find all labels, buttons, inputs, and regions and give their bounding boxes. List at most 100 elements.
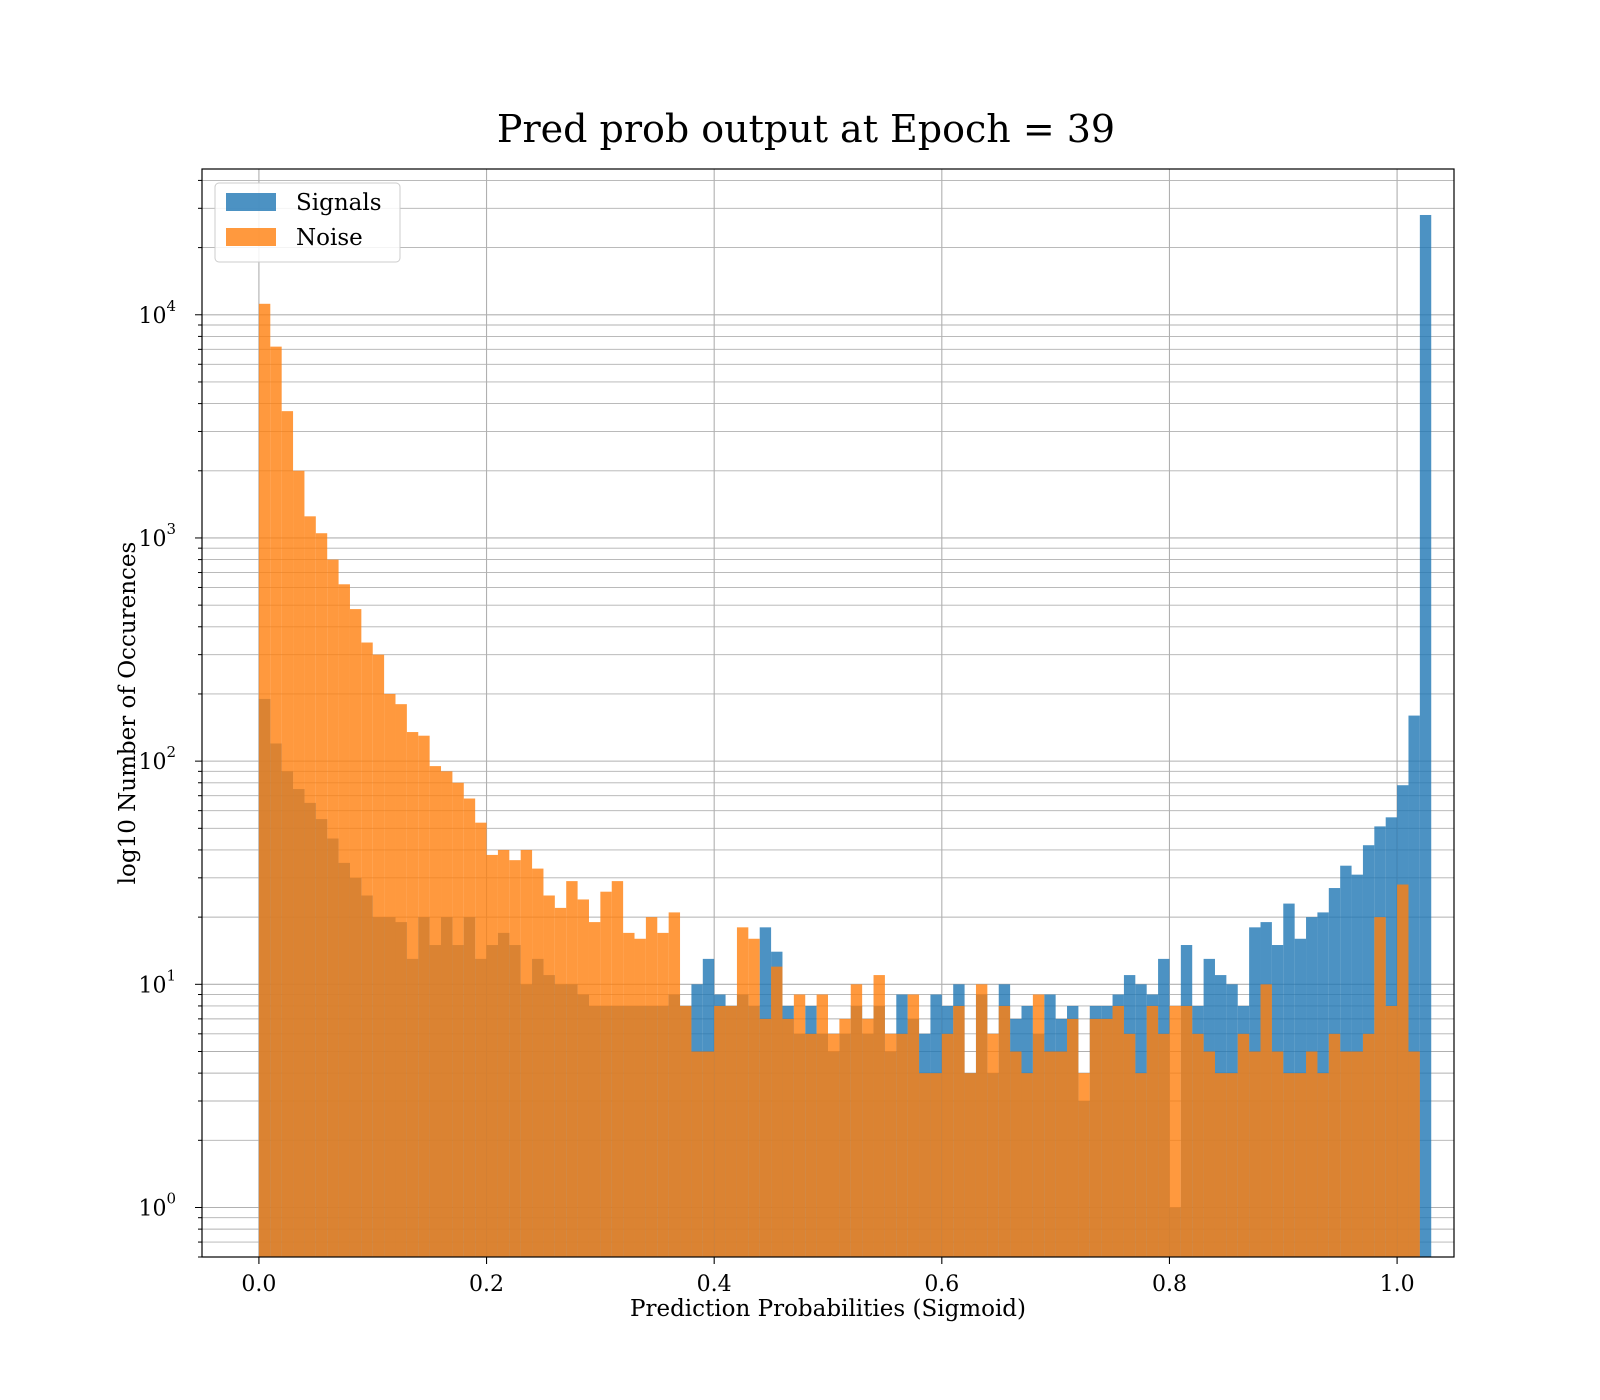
series-noise xyxy=(258,303,1420,1258)
histogram-bar xyxy=(577,899,589,1257)
histogram-bar xyxy=(759,1018,772,1257)
histogram-bar xyxy=(691,1051,703,1257)
histogram-bar xyxy=(1362,1033,1375,1257)
histogram-bar xyxy=(919,1073,931,1257)
histogram-bar xyxy=(1374,917,1386,1257)
histogram-bar xyxy=(668,912,681,1257)
histogram-bar xyxy=(1044,1051,1056,1257)
histogram-bar xyxy=(418,735,430,1257)
histogram-bars xyxy=(258,214,1432,1258)
histogram-bar xyxy=(623,932,635,1257)
histogram-bar xyxy=(1408,1051,1420,1257)
histogram-bar xyxy=(441,771,453,1257)
histogram-bar xyxy=(793,994,806,1257)
histogram-bar xyxy=(1123,1033,1136,1257)
histogram-bar xyxy=(1317,1073,1329,1257)
histogram-bar xyxy=(1214,1073,1227,1257)
histogram-bar xyxy=(896,1033,908,1257)
histogram-bar xyxy=(1146,1005,1159,1257)
histogram-bar xyxy=(645,917,658,1257)
histogram-bar xyxy=(304,516,316,1257)
histogram-bar xyxy=(566,881,578,1257)
x-tick-label: 0.0 xyxy=(241,1272,276,1297)
histogram-bar xyxy=(862,1018,874,1257)
histogram-bar xyxy=(1306,1051,1318,1257)
x-tick-label: 0.8 xyxy=(1152,1272,1187,1297)
plot-frame xyxy=(201,168,1455,1258)
y-axis-label: log10 Number of Occurences xyxy=(115,542,141,885)
histogram-bar xyxy=(816,994,828,1257)
x-axis-label: Prediction Probabilities (Sigmoid) xyxy=(630,1296,1026,1322)
histogram-bar xyxy=(805,1033,817,1257)
histogram-bar xyxy=(1135,1073,1147,1257)
y-tick-exponent: 4 xyxy=(166,297,176,315)
legend-swatch-signals xyxy=(226,193,276,211)
histogram-bar xyxy=(964,1073,976,1257)
histogram-bar xyxy=(1328,1033,1341,1257)
histogram-bar xyxy=(1078,1073,1090,1257)
histogram-bar xyxy=(850,984,863,1257)
histogram-bar xyxy=(520,849,533,1257)
histogram-bar xyxy=(771,966,783,1257)
histogram-bar xyxy=(702,1051,715,1257)
histogram-bar xyxy=(452,782,464,1257)
histogram-bar xyxy=(828,1033,840,1257)
histogram-bar xyxy=(258,303,271,1257)
legend: Signals Noise xyxy=(214,182,401,263)
histogram-bar xyxy=(1101,1018,1113,1257)
x-tick-label: 0.4 xyxy=(697,1272,732,1297)
histogram-bar xyxy=(281,411,294,1257)
histogram-bar xyxy=(588,922,601,1257)
histogram-bar xyxy=(1397,884,1409,1257)
histogram-bar xyxy=(1237,1033,1250,1257)
histogram-bar xyxy=(600,891,612,1257)
histogram-bar xyxy=(680,1005,692,1257)
histogram-bar xyxy=(509,860,521,1257)
histogram-bar xyxy=(998,1005,1011,1257)
histogram-bar xyxy=(725,1005,737,1257)
histogram-bar xyxy=(429,766,442,1257)
histogram-bar xyxy=(975,984,988,1257)
histogram-bar xyxy=(714,1005,726,1257)
histogram-bar xyxy=(384,693,396,1257)
histogram-bar xyxy=(1419,214,1432,1257)
histogram-bar xyxy=(486,854,498,1257)
histogram-bar xyxy=(327,559,339,1257)
histogram-bar xyxy=(1067,1018,1079,1257)
x-tick-label: 0.6 xyxy=(924,1272,959,1297)
histogram-bar xyxy=(1055,1051,1068,1257)
histogram-bar xyxy=(611,881,624,1257)
histogram-bar xyxy=(839,1018,851,1257)
histogram-bar xyxy=(1089,1018,1102,1257)
histogram-bar xyxy=(554,907,567,1257)
histogram-bar xyxy=(543,895,555,1257)
histogram-bar xyxy=(1032,994,1045,1257)
histogram-bar xyxy=(1112,1005,1124,1257)
histogram-bar xyxy=(1408,715,1420,1257)
histogram-bar xyxy=(338,584,350,1257)
histogram-bar xyxy=(1351,1051,1363,1257)
x-tick-label: 1.0 xyxy=(1380,1272,1415,1297)
chart-title: Pred prob output at Epoch = 39 xyxy=(497,107,1115,151)
histogram-bar xyxy=(349,609,362,1257)
histogram-bar xyxy=(532,868,544,1257)
histogram-bar xyxy=(1385,1005,1398,1257)
histogram-bar xyxy=(315,533,328,1257)
histogram-bar xyxy=(884,1033,897,1257)
histogram-bar xyxy=(395,704,407,1257)
histogram-bar xyxy=(987,1033,999,1257)
histogram-bar xyxy=(941,1033,954,1257)
histogram-bar xyxy=(1294,1073,1307,1257)
histogram-bar xyxy=(1271,1051,1284,1257)
histogram-bar xyxy=(497,849,510,1257)
y-tick-exponent: 0 xyxy=(166,1189,176,1207)
legend-swatch-noise xyxy=(226,228,276,246)
histogram-bar xyxy=(782,1018,794,1257)
histogram-bar xyxy=(463,798,476,1257)
histogram-bar xyxy=(1192,1033,1204,1257)
histogram-bar xyxy=(1260,984,1272,1257)
y-tick-exponent: 2 xyxy=(166,743,176,761)
histogram-bar xyxy=(907,994,920,1257)
histogram-bar xyxy=(1169,1005,1181,1257)
